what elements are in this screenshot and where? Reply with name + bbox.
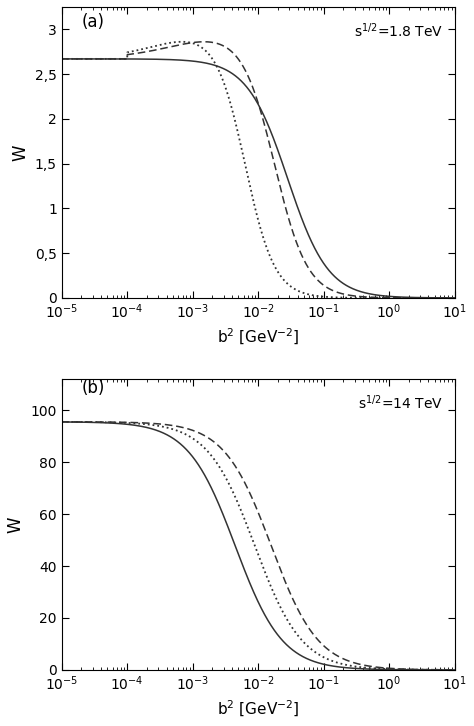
Text: (b): (b) bbox=[82, 380, 105, 397]
Y-axis label: W: W bbox=[11, 144, 29, 160]
X-axis label: b$^{2}$ [GeV$^{-2}$]: b$^{2}$ [GeV$^{-2}$] bbox=[217, 327, 300, 347]
Text: s$^{1/2}$=14 TeV: s$^{1/2}$=14 TeV bbox=[357, 393, 443, 412]
Text: (a): (a) bbox=[82, 13, 104, 31]
X-axis label: b$^{2}$ [GeV$^{-2}$]: b$^{2}$ [GeV$^{-2}$] bbox=[217, 699, 300, 719]
Y-axis label: W: W bbox=[7, 516, 25, 533]
Text: s$^{1/2}$=1.8 TeV: s$^{1/2}$=1.8 TeV bbox=[354, 22, 443, 40]
